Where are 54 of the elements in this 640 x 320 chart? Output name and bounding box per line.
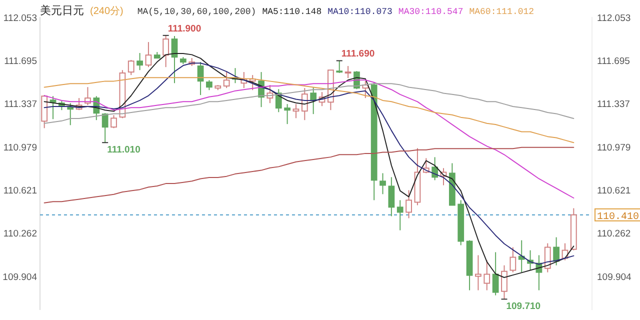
y2-tick-label: 111.337 xyxy=(597,99,630,110)
candlestick xyxy=(406,190,412,219)
y2-tick-label: 112.053 xyxy=(597,13,631,24)
candlestick xyxy=(492,252,499,296)
text: MA60:111.012 xyxy=(469,7,534,17)
y-tick-label: 111.337 xyxy=(4,99,37,110)
candlestick xyxy=(206,80,212,91)
text: MA10:110.073 xyxy=(328,7,392,17)
y-tick-label: 112.053 xyxy=(3,13,37,24)
text: MA5:110.148 xyxy=(262,7,322,17)
candlestick xyxy=(544,242,551,273)
y2-tick-label: 110.262 xyxy=(597,228,631,240)
y2-tick-label: 111.695 xyxy=(597,56,630,68)
candlestick xyxy=(310,86,317,115)
annotation: 111.010 xyxy=(107,144,140,156)
y-tick-label: 111.695 xyxy=(4,56,37,68)
candlestick xyxy=(136,52,143,71)
candlestick xyxy=(223,72,230,89)
line-series xyxy=(44,146,574,204)
y2-tick-label: 110.621 xyxy=(597,185,631,196)
ref-line-label: 110.410 xyxy=(597,212,640,223)
annotation: 109.710 xyxy=(506,301,541,312)
candlestick xyxy=(501,264,508,300)
candlestick xyxy=(162,34,170,68)
y-tick-label: 110.979 xyxy=(3,142,37,154)
y2-tick-label: 109.904 xyxy=(597,272,632,283)
annotation: MA(5,10,30,60,100,200) xyxy=(137,7,256,17)
candlestick xyxy=(396,200,404,231)
annotation: 111.690 xyxy=(341,48,375,60)
candlestick xyxy=(518,240,525,273)
candlestick xyxy=(475,254,482,291)
candlestick xyxy=(301,88,308,121)
y2-tick-label: 110.979 xyxy=(597,142,631,154)
y-tick-label: 109.904 xyxy=(2,272,37,283)
chart-subtitle: (240分) xyxy=(90,5,124,17)
candlestick xyxy=(553,236,560,266)
text: MA30:110.547 xyxy=(398,7,464,17)
candlestick xyxy=(102,112,108,144)
y-tick-label: 110.621 xyxy=(3,185,37,196)
candlestick xyxy=(510,246,516,273)
candlestick xyxy=(484,260,490,291)
candlestick xyxy=(388,176,395,217)
candlestick xyxy=(336,60,343,74)
candlestick xyxy=(145,42,152,68)
candlestick xyxy=(110,114,117,129)
candlestick xyxy=(128,59,134,76)
candlestick xyxy=(344,66,352,79)
candlestick xyxy=(284,104,290,125)
chart-title: 美元日元 xyxy=(40,4,84,17)
annotation: 111.900 xyxy=(168,23,202,34)
candlestick xyxy=(292,104,300,119)
y-tick-label: 110.262 xyxy=(3,228,37,240)
candlestick xyxy=(50,96,56,120)
candlestick xyxy=(380,172,386,195)
